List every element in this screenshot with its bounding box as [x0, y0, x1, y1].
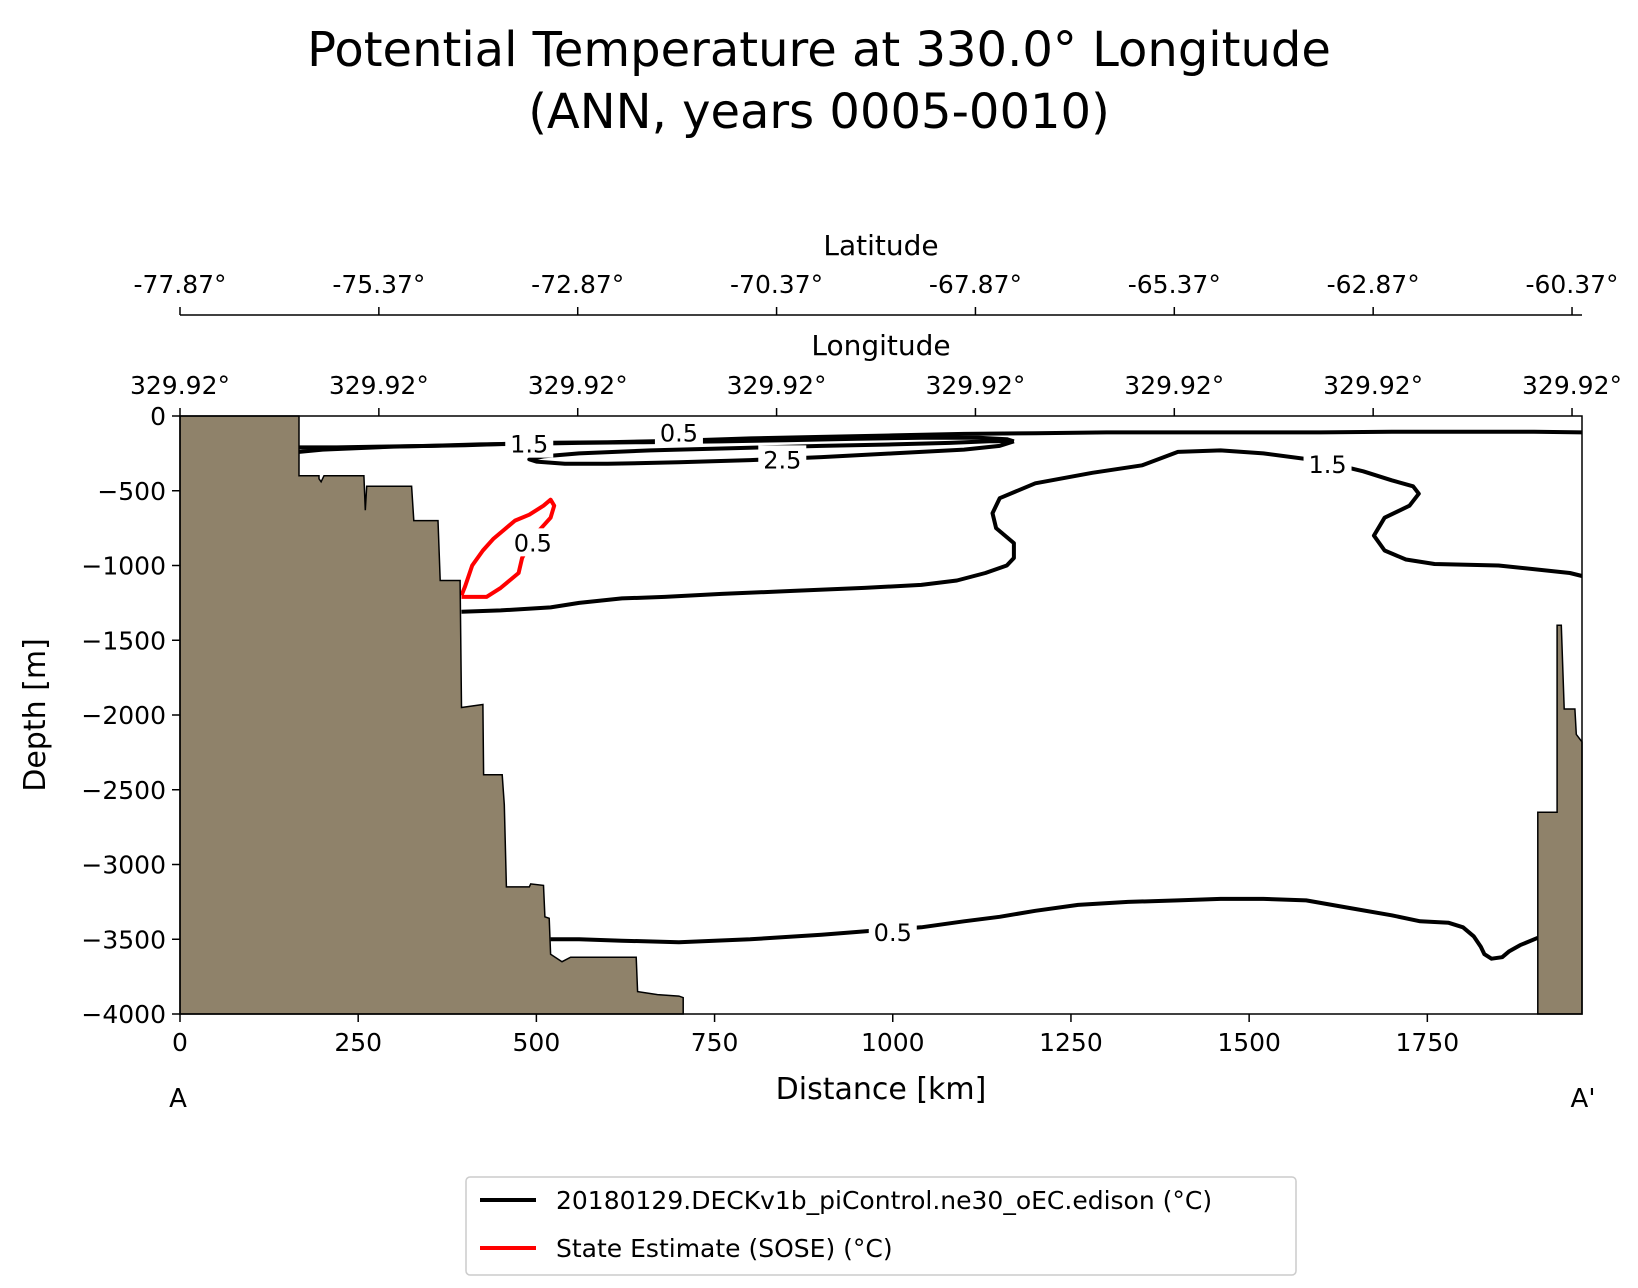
x-tick-label-0: 0 [172, 1028, 188, 1057]
longitude-tick-label-3: 329.92° [727, 371, 827, 400]
y-axis-ticks: 0 −500 −1000 −1500 −2000 −2500 −3000 −3500 −4000 [81, 402, 180, 1029]
latitude-tick-label-3: -70.37° [730, 270, 823, 299]
longitude-tick-label-6: 329.92° [1323, 371, 1423, 400]
latitude-tick-label-6: -62.87° [1327, 270, 1420, 299]
x-tick-label-1: 250 [334, 1028, 382, 1057]
chart-title-line1: Potential Temperature at 330.0° Longitud… [307, 22, 1331, 78]
y-tick-label-2: −1000 [81, 552, 166, 581]
model-contours [298, 429, 1583, 961]
model-contour-label-0: 0.5 [660, 419, 698, 447]
model-contour-label-3: 1.5 [1308, 451, 1346, 479]
model-contour-1 [299, 435, 1015, 450]
y-tick-label-0: 0 [150, 402, 166, 431]
longitude-tick-label-0: 329.92° [130, 371, 230, 400]
section-end-label: A' [1571, 1084, 1596, 1114]
x-tick-label-3: 750 [691, 1028, 739, 1057]
x-tick-label-5: 1250 [1039, 1028, 1103, 1057]
latitude-tick-label-7: -60.37° [1525, 270, 1618, 299]
latitude-tick-label-4: -67.87° [929, 270, 1022, 299]
latitude-tick-label-0: -77.87° [133, 270, 226, 299]
y-axis-label: Depth [m] [18, 638, 53, 792]
sose-contour-0 [459, 497, 557, 599]
model-contour-2 [527, 439, 1015, 466]
x-tick-label-2: 500 [513, 1028, 561, 1057]
y-tick-label-1: −500 [97, 477, 166, 506]
section-start-label: A [169, 1084, 187, 1114]
legend: 20180129.DECKv1b_piControl.ne30_oEC.edis… [465, 1176, 1297, 1276]
latitude-tick-label-1: -75.37° [332, 270, 425, 299]
x-tick-label-7: 1750 [1396, 1028, 1460, 1057]
x-axis-label: Distance [km] [776, 1072, 987, 1107]
model-contour-label-0-bg [654, 418, 703, 447]
model-contour-label-1-bg [505, 429, 554, 458]
model-contour-label-3-bg [1303, 449, 1352, 478]
model-contour-label-1: 1.5 [510, 431, 548, 459]
y-tick-label-6: −3000 [81, 851, 166, 880]
model-contour-label-2-bg [758, 445, 807, 474]
longitude-axis-label: Longitude [811, 329, 950, 362]
sose-contours [459, 497, 557, 599]
longitude-tick-label-4: 329.92° [925, 371, 1025, 400]
model-contour-label-4: 0.5 [874, 919, 912, 947]
y-tick-label-3: −1500 [81, 626, 166, 655]
model-contour-3 [461, 448, 1583, 614]
latitude-axis-label: Latitude [823, 229, 938, 262]
y-tick-label-5: −2500 [81, 776, 166, 805]
longitude-tick-label-1: 329.92° [329, 371, 429, 400]
y-tick-label-4: −2000 [81, 701, 166, 730]
longitude-tick-label-2: 329.92° [528, 371, 628, 400]
longitude-tick-label-5: 329.92° [1124, 371, 1224, 400]
longitude-tick-label-7: 329.92° [1522, 371, 1622, 400]
model-contour-4 [550, 896, 1539, 961]
latitude-tick-label-2: -72.87° [531, 270, 624, 299]
contour-labels: 0.5 1.5 2.5 1.5 0.5 0.5 [505, 418, 1352, 947]
chart-title-line2: (ANN, years 0005-0010) [528, 84, 1110, 140]
y-tick-label-8: −4000 [81, 1000, 166, 1029]
legend-box [465, 1176, 1297, 1276]
y-tick-label-7: −3500 [81, 925, 166, 954]
model-contour-label-4-bg [868, 917, 917, 946]
longitude-ticks: 329.92° 329.92° 329.92° 329.92° 329.92° 329.9… [130, 371, 1622, 416]
sose-contour-label-0: 0.5 [514, 529, 552, 557]
bathymetry-left [179, 415, 684, 1015]
legend-entry-sose: State Estimate (SOSE) (°C) [556, 1234, 893, 1263]
legend-entry-model: 20180129.DECKv1b_piControl.ne30_oEC.edis… [556, 1186, 1212, 1215]
sose-contour-label-0-bg [508, 528, 557, 557]
model-contour-label-2: 2.5 [763, 446, 801, 474]
latitude-tick-label-5: -65.37° [1128, 270, 1221, 299]
x-axis-ticks: 0 250 500 750 1000 1250 1500 1750 [172, 1014, 1459, 1057]
latitude-ticks: -77.87° -75.37° -72.87° -70.37° -67.87° -65.3… [133, 270, 1619, 315]
x-tick-label-6: 1500 [1217, 1028, 1281, 1057]
x-tick-label-4: 1000 [861, 1028, 925, 1057]
